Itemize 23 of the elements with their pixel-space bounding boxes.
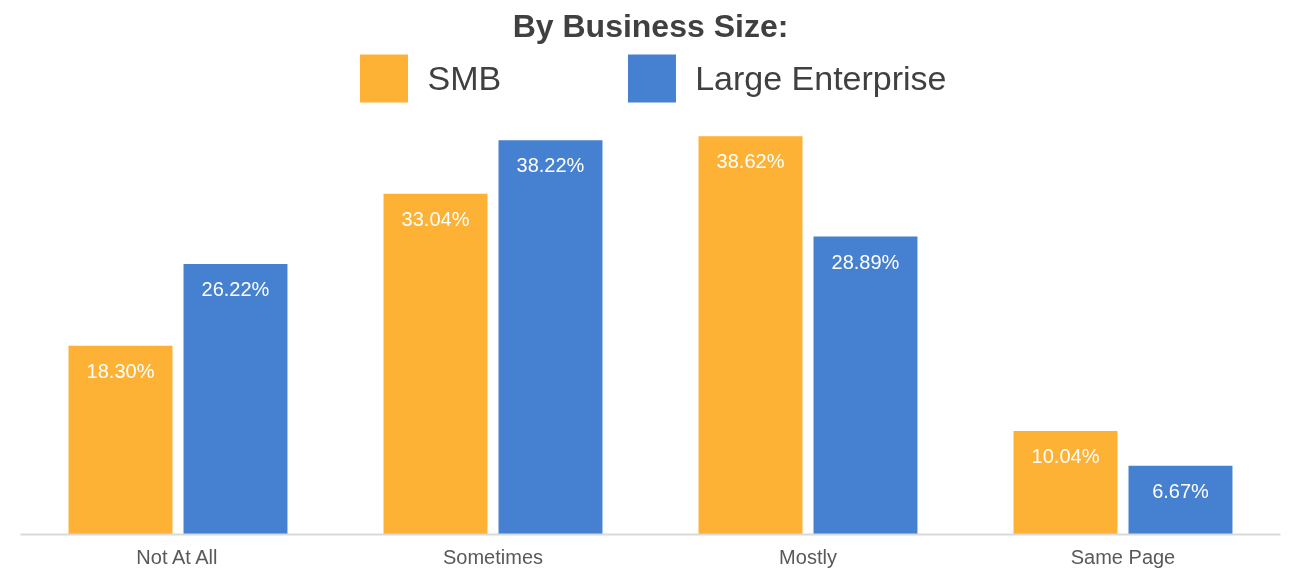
bar xyxy=(1013,430,1118,535)
bar xyxy=(813,236,918,535)
x-tick-label: Mostly xyxy=(779,545,837,568)
data-label: 38.62% xyxy=(716,150,785,173)
bar xyxy=(383,193,488,535)
x-tick-label: Sometimes xyxy=(442,545,544,568)
data-label: 33.04% xyxy=(401,207,470,230)
data-label: 6.67% xyxy=(1152,479,1210,502)
bar xyxy=(183,264,288,535)
chart-title: By Business Size: xyxy=(512,7,789,44)
data-label: 38.22% xyxy=(516,154,585,177)
legend-label: SMB xyxy=(427,58,502,98)
data-label: 10.04% xyxy=(1031,444,1100,467)
bar xyxy=(498,140,603,535)
data-label: 28.89% xyxy=(831,250,900,273)
x-tick-label: Same Page xyxy=(1070,545,1176,568)
x-tick-label: Not At All xyxy=(136,545,218,568)
bar xyxy=(698,136,803,535)
bar xyxy=(1128,465,1233,535)
bar xyxy=(68,345,173,535)
legend-label: Large Enterprise xyxy=(695,58,947,98)
data-label: 18.30% xyxy=(86,359,155,382)
data-label: 26.22% xyxy=(201,278,270,301)
